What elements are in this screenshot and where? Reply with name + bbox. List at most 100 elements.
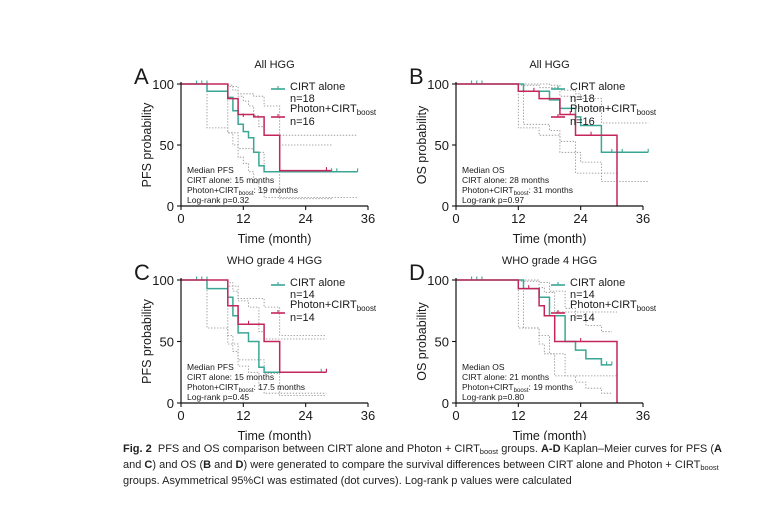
caption-text: and — [123, 459, 145, 471]
legend-label-photon: Photon+CIRTboost — [570, 299, 657, 313]
panel-letter: A — [134, 64, 149, 89]
caption-subscript: boost — [479, 447, 499, 456]
x-axis-label: Time (month) — [513, 429, 587, 440]
x-tick-label: 24 — [573, 211, 587, 226]
stats-logrank: Log-rank p=0.80 — [462, 392, 524, 402]
panel-letter: C — [134, 260, 150, 285]
panel-letter: B — [409, 64, 424, 89]
caption-text: groups. Asymmetrical 95%CI was estimated… — [123, 475, 572, 487]
legend-label-cirt: CIRT alone — [290, 277, 345, 289]
legend-label-photon: Photon+CIRTboost — [290, 103, 377, 117]
ci-curve — [181, 279, 327, 340]
x-tick-label: 0 — [177, 211, 184, 226]
caption-text: and — [211, 459, 236, 471]
caption-bold: D — [235, 459, 244, 471]
y-tick-label: 100 — [152, 273, 174, 288]
x-tick-label: 12 — [236, 408, 250, 423]
x-tick-label: 24 — [298, 408, 312, 423]
y-tick-label: 50 — [435, 138, 449, 153]
x-tick-label: 0 — [177, 408, 184, 423]
legend-n-photon: n=16 — [570, 116, 595, 128]
stats-cirt-median: CIRT alone: 21 months — [462, 372, 549, 382]
curve-cirt-alone — [456, 83, 649, 154]
km-panel-a: A All HGG 0 50 100 0 12 24 36 Time (month) PFS pro… — [134, 59, 377, 246]
ci-curve — [456, 279, 617, 313]
stats-photon-median: Photon+CIRTboost: 17.5 months — [187, 382, 305, 394]
figure-caption: Fig. 2 PFS and OS comparison between CIR… — [123, 441, 743, 489]
legend-n-photon: n=16 — [290, 116, 315, 128]
legend-n-cirt: n=18 — [290, 93, 315, 105]
stats-median-heading: Median PFS — [187, 165, 234, 175]
caption-text: ) were generated to compare the survival… — [243, 459, 701, 471]
x-tick-label: 24 — [573, 408, 587, 423]
y-axis-label: PFS probability — [140, 102, 154, 188]
stats-logrank: Log-rank p=0.32 — [187, 195, 249, 205]
legend-label-cirt: CIRT alone — [290, 81, 345, 93]
y-tick-label: 100 — [427, 273, 449, 288]
caption-text: ) and OS ( — [152, 459, 204, 471]
x-axis-label: Time (month) — [513, 232, 587, 246]
caption-bold: A — [713, 443, 722, 455]
legend-label-cirt: CIRT alone — [570, 277, 625, 289]
caption-bold: B — [203, 459, 212, 471]
x-tick-label: 36 — [361, 211, 375, 226]
panel-title: All HGG — [529, 59, 569, 71]
curve-photon-cirt — [181, 279, 327, 374]
stats-cirt-median: CIRT alone: 15 months — [187, 175, 274, 185]
panel-title: WHO grade 4 HGG — [502, 255, 597, 267]
x-tick-label: 12 — [236, 211, 250, 226]
y-tick-label: 100 — [427, 77, 449, 92]
caption-text: groups. — [498, 443, 541, 455]
x-tick-label: 36 — [636, 408, 650, 423]
y-tick-label: 0 — [442, 396, 449, 411]
caption-subscript: boost — [700, 463, 719, 472]
stats-cirt-median: CIRT alone: 28 months — [462, 175, 549, 185]
legend-n-cirt: n=14 — [290, 289, 315, 301]
ci-curve — [456, 83, 617, 109]
legend-n-cirt: n=14 — [570, 289, 595, 301]
caption-text: PFS and OS comparison between CIRT alone… — [157, 443, 480, 455]
y-axis-label: PFS probability — [140, 298, 154, 384]
x-tick-label: 0 — [452, 211, 459, 226]
panel-title: WHO grade 4 HGG — [227, 255, 322, 267]
ci-curve — [456, 279, 617, 377]
stats-cirt-median: CIRT alone: 15 months — [187, 372, 274, 382]
y-tick-label: 100 — [152, 77, 174, 92]
y-tick-label: 0 — [167, 396, 174, 411]
x-tick-label: 12 — [511, 211, 525, 226]
stats-logrank: Log-rank p=0.45 — [187, 392, 249, 402]
legend-n-photon: n=14 — [290, 312, 315, 324]
y-tick-label: 50 — [435, 335, 449, 350]
caption-bold: C — [144, 459, 153, 471]
stats-photon-median: Photon+CIRTboost: 19 months — [462, 382, 573, 394]
ci-curve — [181, 279, 327, 396]
x-axis-label: Time (month) — [238, 429, 312, 440]
legend-label-photon: Photon+CIRTboost — [570, 103, 657, 117]
panel-title: All HGG — [254, 59, 294, 71]
stats-logrank: Log-rank p=0.97 — [462, 195, 524, 205]
x-tick-label: 36 — [361, 408, 375, 423]
x-tick-label: 36 — [636, 211, 650, 226]
legend-n-photon: n=14 — [570, 312, 595, 324]
curve-photon-cirt — [456, 83, 618, 206]
x-tick-label: 12 — [511, 408, 525, 423]
ci-curve — [181, 83, 358, 198]
y-tick-label: 0 — [167, 199, 174, 214]
legend-label-photon: Photon+CIRTboost — [290, 299, 377, 313]
legend-n-cirt: n=18 — [570, 93, 595, 105]
y-axis-label: OS probability — [415, 301, 429, 380]
ci-curve — [456, 83, 649, 182]
y-tick-label: 50 — [160, 335, 174, 350]
x-tick-label: 24 — [298, 211, 312, 226]
ci-curve — [456, 83, 649, 124]
stats-median-heading: Median OS — [462, 165, 505, 175]
figure-canvas: A All HGG 0 50 100 0 12 24 36 Time (month) PFS pro… — [134, 59, 657, 440]
km-panel-b: B All HGG 0 50 100 0 12 24 36 Time (month) OS prob… — [409, 59, 657, 246]
y-tick-label: 0 — [442, 199, 449, 214]
curve-photon-cirt — [456, 279, 618, 403]
y-axis-label: OS probability — [415, 105, 429, 184]
y-tick-label: 50 — [160, 138, 174, 153]
stats-photon-median: Photon+CIRTboost: 19 months — [187, 185, 298, 197]
caption-bold: A-D — [540, 443, 561, 455]
ci-curve — [456, 83, 617, 174]
